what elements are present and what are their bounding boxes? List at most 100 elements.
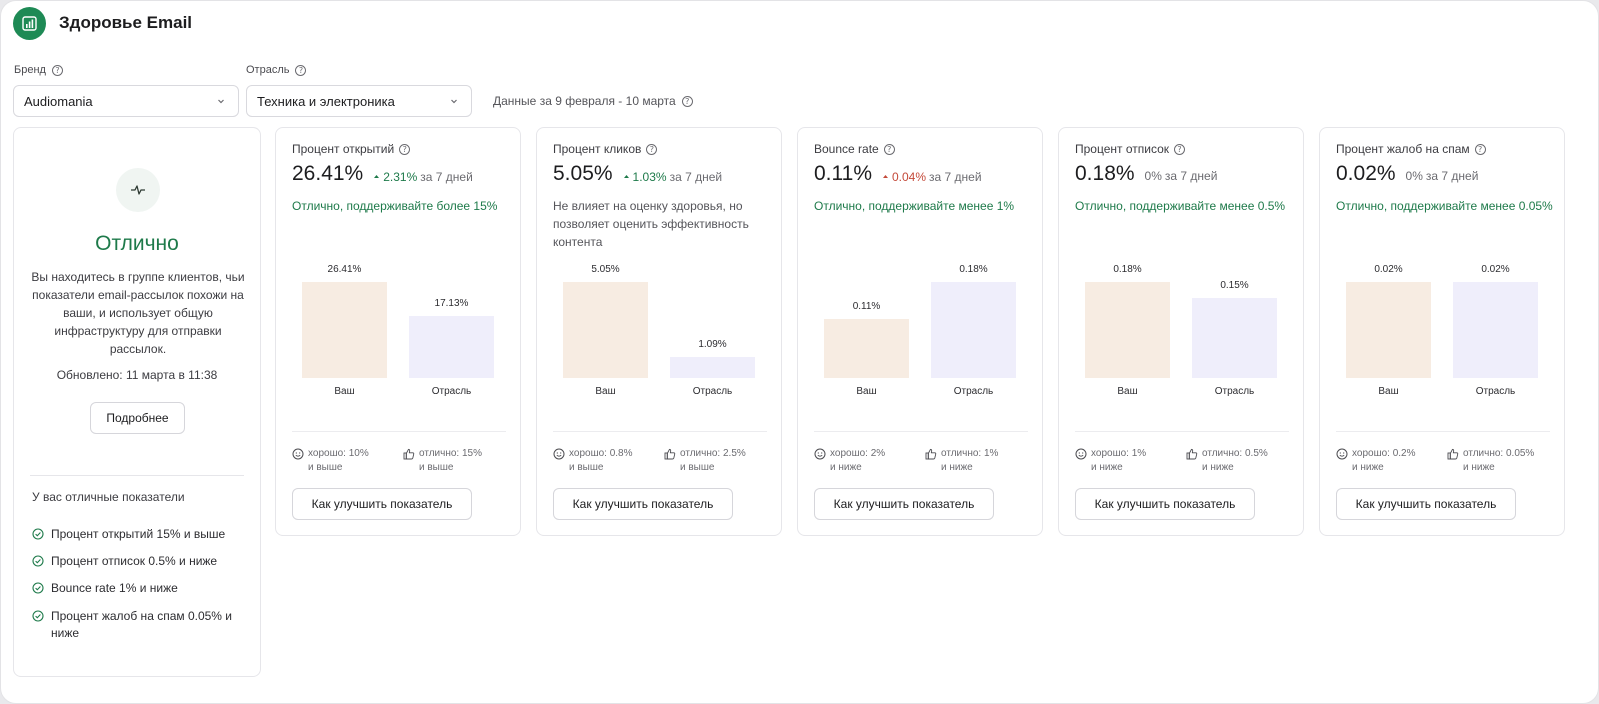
metric-title-text: Bounce rate bbox=[814, 142, 879, 156]
benchmark-good: хорошо: 10% и выше bbox=[292, 447, 369, 475]
check-circle-icon bbox=[32, 528, 44, 540]
metric-value: 5.05% bbox=[553, 162, 613, 185]
check-circle-icon bbox=[32, 610, 44, 622]
bar-value-label: 0.18% bbox=[959, 264, 988, 275]
metric-delta-number: 0% bbox=[1405, 169, 1423, 183]
metric-card: Bounce rate? 0.11% 0.04% за 7 дней Отлично, … bbox=[797, 127, 1043, 536]
smile-icon bbox=[814, 448, 826, 460]
benchmark-excellent-direction: и ниже bbox=[1202, 462, 1234, 473]
question-circle-icon[interactable]: ? bbox=[399, 143, 411, 155]
brand-label: Бренд ? bbox=[14, 64, 63, 76]
metric-delta-period: за 7 дней bbox=[1164, 169, 1218, 183]
improve-metric-button[interactable]: Как улучшить показатель bbox=[814, 488, 994, 520]
bar-industry bbox=[670, 357, 755, 378]
benchmark-excellent-value: отлично: 15% bbox=[419, 448, 482, 459]
arrow-up-icon bbox=[623, 175, 629, 178]
metric-delta-value: 0% bbox=[1406, 169, 1423, 183]
improve-metric-button[interactable]: Как улучшить показатель bbox=[1336, 488, 1516, 520]
industry-select[interactable]: Техника и электроника bbox=[246, 85, 472, 117]
metric-note: Отлично, поддерживайте более 15% bbox=[292, 199, 498, 213]
metric-delta: 1.03% за 7 дней bbox=[623, 169, 723, 184]
metric-title-text: Процент отписок bbox=[1075, 142, 1170, 156]
divider bbox=[292, 431, 506, 432]
bar-value-label: 26.41% bbox=[327, 264, 362, 275]
metric-note: Отлично, поддерживайте менее 1% bbox=[814, 199, 1015, 213]
thumbs-up-icon bbox=[664, 448, 676, 460]
metric-note: Отлично, поддерживайте менее 0.05% bbox=[1336, 199, 1553, 213]
metric-title-text: Процент кликов bbox=[553, 142, 642, 156]
comparison-bar-chart: 0.02% Ваш 0.02% Отрасль bbox=[1320, 258, 1566, 400]
improve-metric-button[interactable]: Как улучшить показатель bbox=[292, 488, 472, 520]
improve-metric-button[interactable]: Как улучшить показатель bbox=[553, 488, 733, 520]
achievement-item: Процент отписок 0.5% и ниже bbox=[32, 553, 252, 570]
bar-value-label: 17.13% bbox=[434, 297, 469, 309]
bar-category-label: Ваш bbox=[334, 386, 355, 397]
metric-value-row: 5.05% 1.03% за 7 дней bbox=[553, 162, 722, 186]
benchmark-good-value: хорошо: 1% bbox=[1091, 448, 1147, 459]
bar-category-label: Ваш bbox=[1117, 386, 1138, 397]
achievement-text: Процент отписок 0.5% и ниже bbox=[51, 554, 218, 568]
metric-delta-value: 0.04% bbox=[882, 170, 926, 184]
metric-card: Процент отписок? 0.18% 0% за 7 дней Отлично,… bbox=[1058, 127, 1304, 536]
benchmark-good-direction: и ниже bbox=[830, 462, 862, 473]
health-status: Отлично bbox=[95, 232, 179, 255]
bar-category-label: Отрасль bbox=[692, 386, 733, 397]
bar-category-label: Отрасль bbox=[953, 386, 994, 397]
bar-value-label: 1.09% bbox=[698, 339, 727, 351]
updated-timestamp: Обновлено: 11 марта в 11:38 bbox=[56, 368, 218, 382]
divider bbox=[1075, 431, 1289, 432]
industry-label-text: Отрасль bbox=[246, 64, 290, 76]
date-range-text: Данные за 9 февраля - 10 марта bbox=[493, 94, 676, 108]
bar-yours bbox=[563, 282, 648, 378]
benchmark-excellent: отлично: 0.5% и ниже bbox=[1186, 447, 1268, 475]
question-circle-icon[interactable]: ? bbox=[1474, 143, 1486, 155]
brand-select[interactable]: Audiomania bbox=[13, 85, 239, 117]
metric-title-text: Процент открытий bbox=[292, 142, 395, 156]
bar-yours bbox=[302, 282, 387, 378]
more-details-button[interactable]: Подробнее bbox=[90, 402, 185, 434]
bar-value-label: 0.18% bbox=[1113, 264, 1142, 275]
achievement-text: Bounce rate 1% и ниже bbox=[51, 581, 178, 595]
question-circle-icon[interactable]: ? bbox=[295, 64, 307, 76]
question-circle-icon[interactable]: ? bbox=[681, 95, 693, 107]
benchmark-excellent-value: отлично: 2.5% bbox=[680, 448, 746, 459]
benchmark-good: хорошо: 0.2% и ниже bbox=[1336, 447, 1416, 475]
bar-category-label: Ваш bbox=[595, 386, 616, 397]
metric-delta-number: 0% bbox=[1144, 169, 1162, 183]
question-circle-icon[interactable]: ? bbox=[1174, 143, 1186, 155]
metric-card: Процент открытий? 26.41% 2.31% за 7 дней Отл… bbox=[275, 127, 521, 536]
metric-delta: 0% за 7 дней bbox=[1145, 169, 1218, 183]
achievement-item: Процент открытий 15% и выше bbox=[32, 526, 252, 543]
question-circle-icon[interactable]: ? bbox=[51, 64, 63, 76]
metric-value: 0.02% bbox=[1336, 162, 1396, 185]
metric-delta-value: 2.31% bbox=[373, 170, 417, 184]
check-circle-icon bbox=[32, 555, 44, 567]
metric-card: Процент кликов? 5.05% 1.03% за 7 дней Не вли… bbox=[536, 127, 782, 536]
achievements-title: У вас отличные показатели bbox=[32, 490, 185, 504]
bar-chart-icon bbox=[13, 6, 46, 40]
chevron-down-icon bbox=[451, 99, 457, 104]
date-range: Данные за 9 февраля - 10 марта ? bbox=[493, 94, 693, 108]
benchmark-good-value: хорошо: 0.8% bbox=[569, 448, 633, 459]
bar-value-label: 5.05% bbox=[591, 264, 620, 275]
comparison-bar-chart: 26.41% Ваш 17.13% Отрасль bbox=[276, 258, 522, 400]
benchmark-excellent-direction: и выше bbox=[419, 462, 454, 473]
metric-title: Процент жалоб на спам? bbox=[1336, 142, 1486, 156]
question-circle-icon[interactable]: ? bbox=[646, 143, 658, 155]
improve-metric-button[interactable]: Как улучшить показатель bbox=[1075, 488, 1255, 520]
benchmark-good-direction: и выше bbox=[569, 462, 604, 473]
comparison-bar-chart: 5.05% Ваш 1.09% Отрасль bbox=[537, 258, 783, 400]
smile-icon bbox=[1336, 448, 1348, 460]
metric-delta-period: за 7 дней bbox=[669, 169, 723, 184]
metric-delta-value: 1.03% bbox=[623, 170, 667, 184]
benchmark-good: хорошо: 1% и ниже bbox=[1075, 447, 1146, 475]
metric-delta-number: 1.03% bbox=[632, 169, 667, 184]
comparison-bar-chart: 0.18% Ваш 0.15% Отрасль bbox=[1059, 258, 1305, 400]
bar-value-label: 0.02% bbox=[1481, 264, 1510, 275]
metric-delta: 0.04% за 7 дней bbox=[882, 170, 982, 184]
metric-value: 0.11% bbox=[814, 162, 872, 185]
thumbs-up-icon bbox=[1186, 448, 1198, 460]
metric-card: Процент жалоб на спам? 0.02% 0% за 7 дней От… bbox=[1319, 127, 1565, 536]
chevron-down-icon bbox=[218, 99, 224, 104]
question-circle-icon[interactable]: ? bbox=[883, 143, 895, 155]
